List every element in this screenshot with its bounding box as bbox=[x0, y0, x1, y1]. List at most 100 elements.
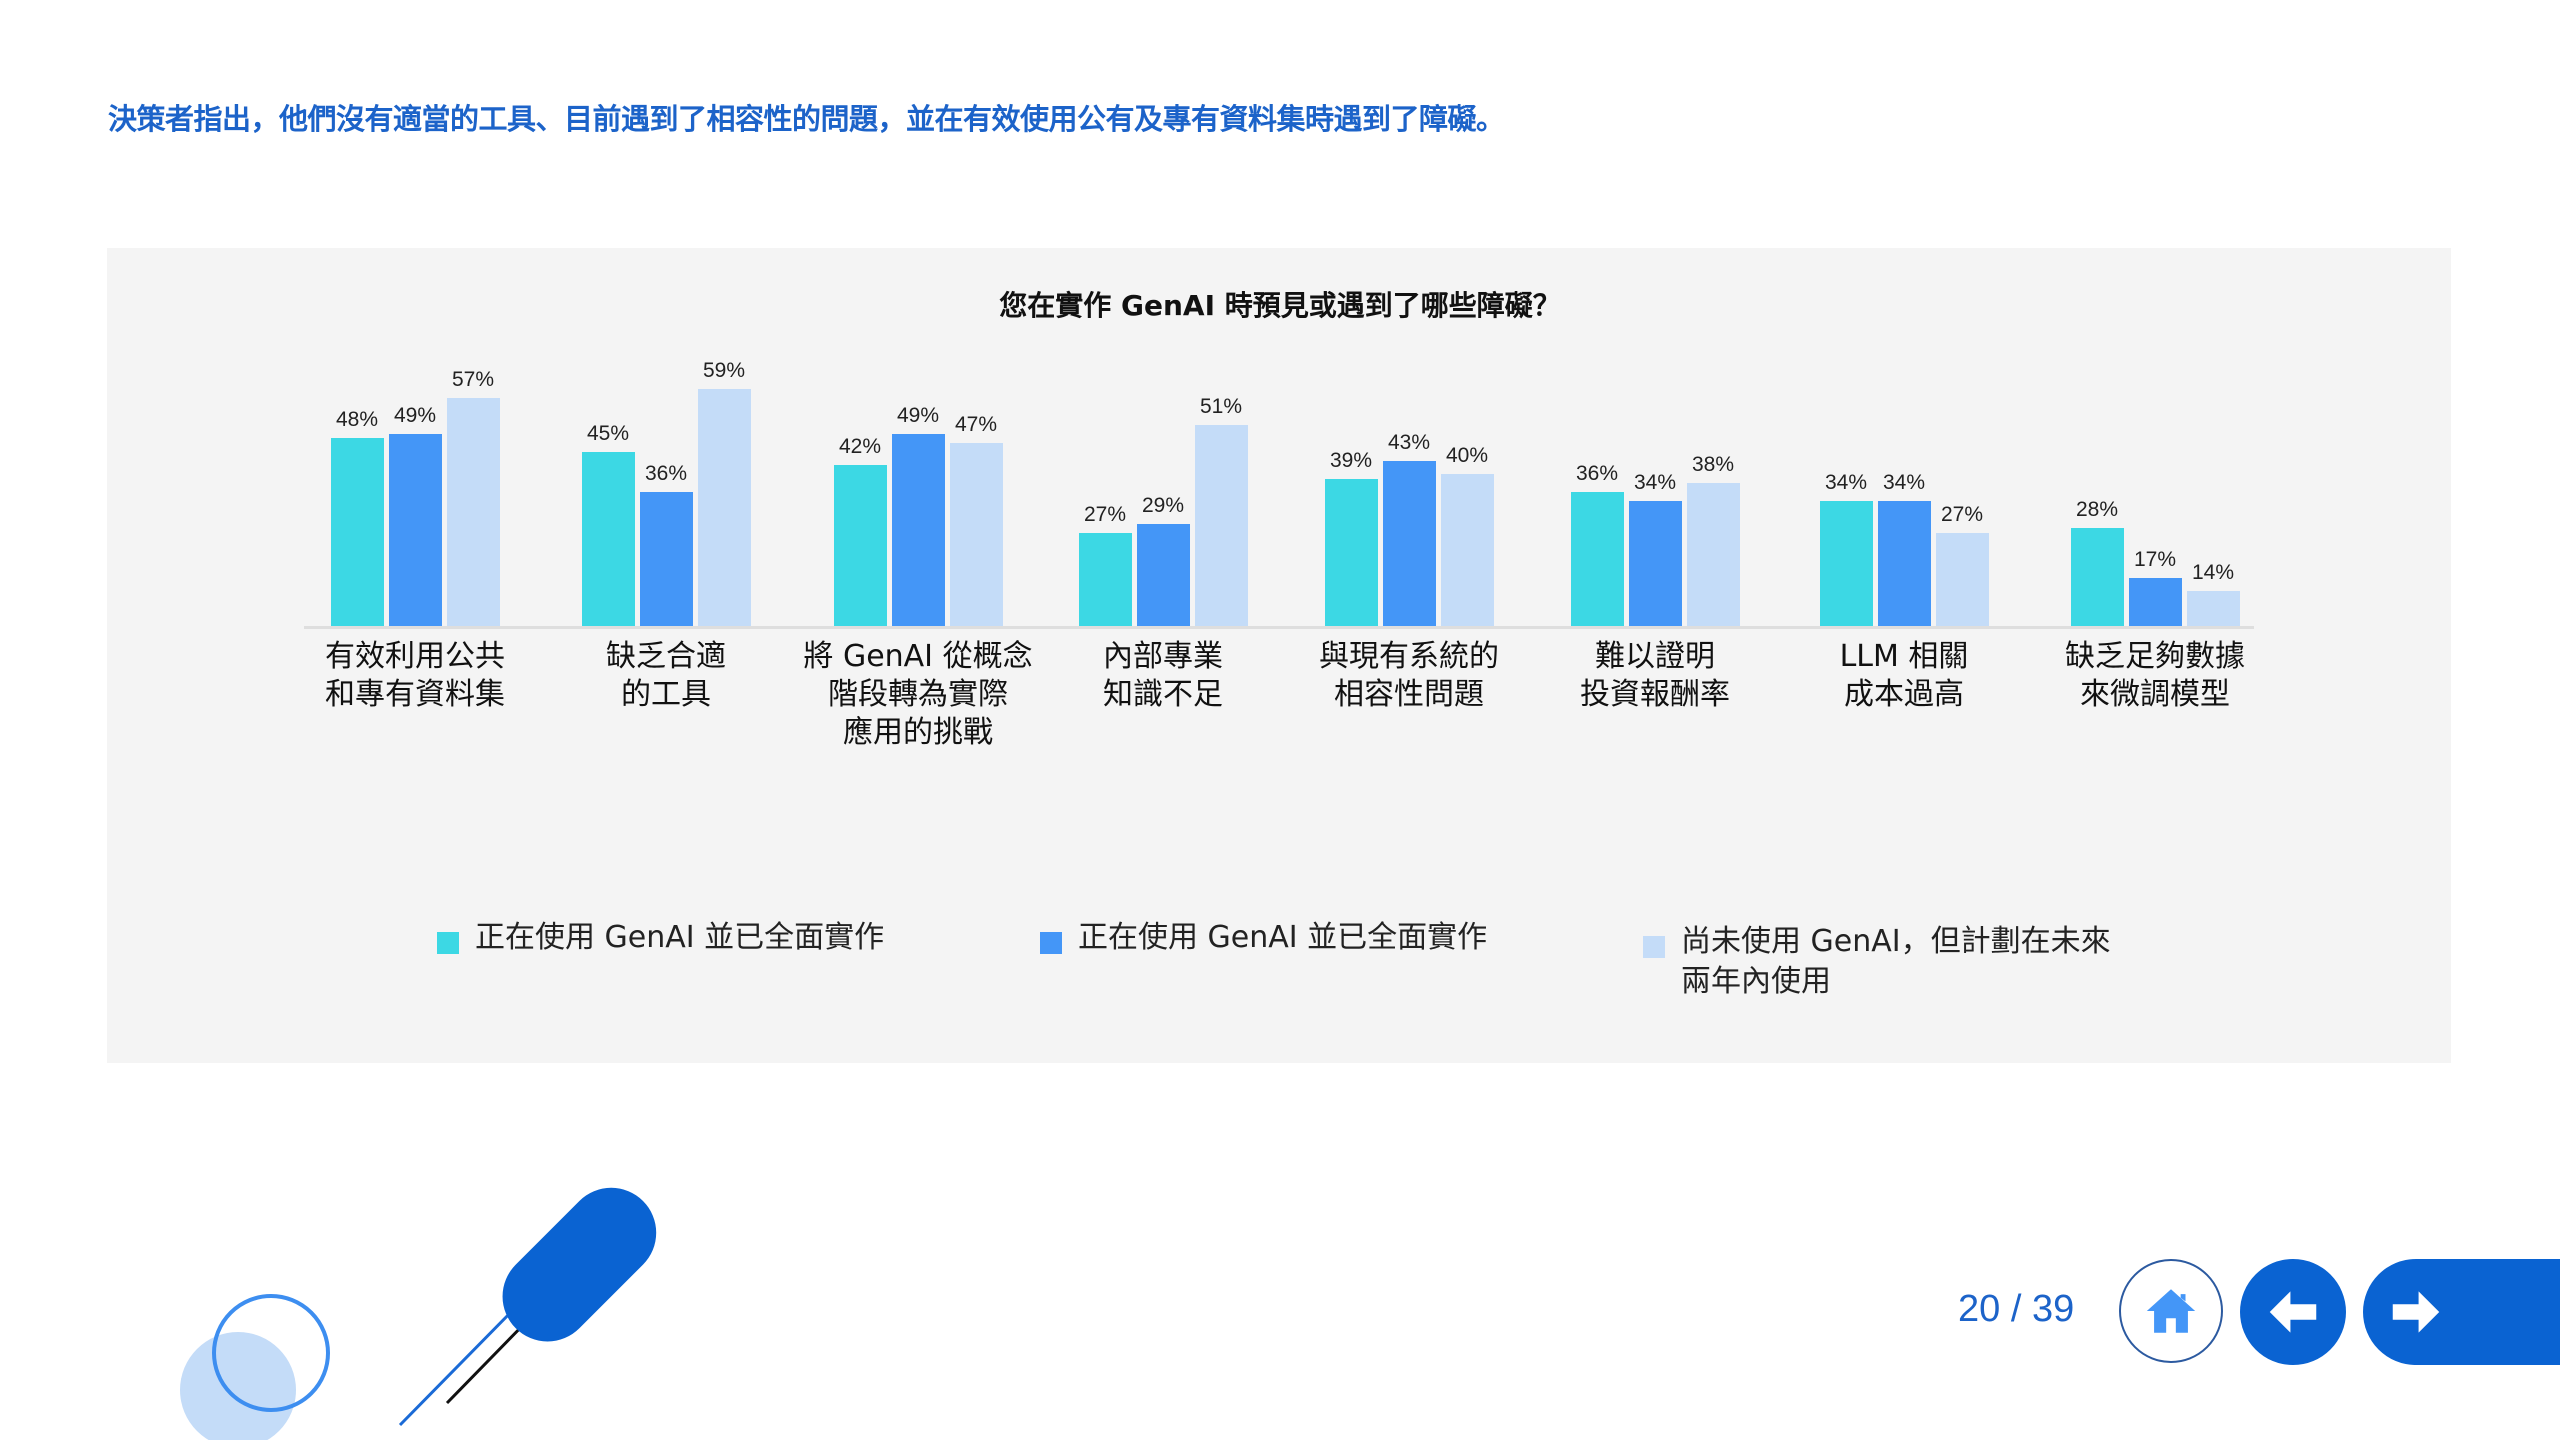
bar-value-label: 48% bbox=[335, 408, 379, 431]
bar-value-label: 38% bbox=[1691, 453, 1735, 476]
bar-value-label: 49% bbox=[393, 403, 437, 427]
bar-value-label: 51% bbox=[1199, 394, 1243, 418]
decor-pill bbox=[502, 1187, 657, 1342]
bar-value-label: 40% bbox=[1445, 444, 1489, 467]
bar-value-label: 36% bbox=[644, 462, 688, 485]
legend-swatch-teal bbox=[437, 932, 459, 954]
bar-value-label: 39% bbox=[1329, 448, 1373, 472]
category-label: LLM 相關 成本過高 bbox=[1774, 638, 2034, 714]
decor-filled-circle bbox=[180, 1332, 296, 1440]
bar bbox=[1440, 474, 1494, 627]
bar-value-label: 36% bbox=[1575, 462, 1619, 485]
bar bbox=[949, 442, 1003, 627]
category-label: 缺乏合適 的工具 bbox=[536, 638, 796, 714]
category-label-line: 將 GenAI 從概念 bbox=[803, 639, 1033, 674]
bar bbox=[581, 451, 635, 627]
home-button[interactable] bbox=[2119, 1259, 2223, 1363]
bar bbox=[1819, 501, 1873, 627]
bar-value-label: 27% bbox=[1940, 502, 1984, 526]
bar-value-label: 34% bbox=[1824, 471, 1868, 494]
legend-label: 正在使用 GenAI 並已全面實作 bbox=[1078, 920, 1488, 955]
category-label-line: LLM 相關 bbox=[1839, 639, 1969, 674]
bar bbox=[639, 492, 693, 627]
chart-panel bbox=[107, 248, 2451, 1063]
category-label-line: 成本過高 bbox=[1844, 677, 1964, 712]
category-label-line: 缺乏足夠數據 bbox=[2065, 639, 2245, 674]
legend-swatch-blue bbox=[1040, 932, 1062, 954]
decorative-shapes bbox=[180, 1187, 657, 1440]
category-label-line: 階段轉為實際 bbox=[828, 677, 1008, 712]
bar-value-label: 27% bbox=[1083, 502, 1127, 526]
category-label-line: 來微調模型 bbox=[2080, 677, 2230, 712]
category-label: 內部專業 知識不足 bbox=[1033, 638, 1293, 714]
category-label-line: 和專有資料集 bbox=[325, 677, 505, 712]
bar bbox=[2070, 528, 2124, 627]
arrow-right-icon bbox=[2392, 1291, 2440, 1333]
bar bbox=[697, 388, 751, 627]
chart-title: 您在實作 GenAI 時預見或遇到了哪些障礙？ bbox=[999, 289, 1561, 322]
category-label-line: 內部專業 bbox=[1103, 639, 1223, 674]
bar bbox=[1935, 532, 1989, 627]
bar bbox=[1686, 483, 1740, 627]
category-label-line: 難以證明 bbox=[1595, 639, 1715, 674]
bar-value-label: 34% bbox=[1882, 471, 1926, 494]
legend-swatch-light bbox=[1643, 936, 1665, 958]
bar bbox=[1136, 523, 1190, 627]
category-label-line: 相容性問題 bbox=[1334, 677, 1484, 712]
bar bbox=[1570, 492, 1624, 627]
bar-value-label: 28% bbox=[2075, 498, 2119, 521]
bar bbox=[446, 397, 500, 627]
legend-label-line1: 尚未使用 GenAI，但計劃在未來 bbox=[1681, 924, 2111, 959]
category-label: 有效利用公共 和專有資料集 bbox=[285, 638, 545, 714]
page-indicator: 20 / 39 bbox=[1958, 1288, 2075, 1330]
category-label-line: 有效利用公共 bbox=[325, 639, 505, 674]
bar bbox=[330, 438, 384, 627]
category-label: 難以證明 投資報酬率 bbox=[1525, 638, 1785, 714]
decor-ring-circle bbox=[212, 1294, 330, 1412]
legend-label: 尚未使用 GenAI，但計劃在未來 兩年內使用 bbox=[1681, 922, 2111, 1002]
bar bbox=[2186, 591, 2240, 627]
bar-value-label: 14% bbox=[2191, 561, 2235, 584]
decor-line-blue bbox=[398, 1306, 517, 1427]
bar-value-label: 17% bbox=[2133, 547, 2177, 571]
category-label: 將 GenAI 從概念 階段轉為實際 應用的挑戰 bbox=[788, 638, 1048, 752]
bar-value-label: 42% bbox=[838, 435, 882, 458]
bar bbox=[1078, 532, 1132, 627]
arrow-left-icon bbox=[2269, 1291, 2317, 1333]
previous-button[interactable] bbox=[2240, 1259, 2346, 1365]
bar bbox=[891, 433, 945, 627]
legend-item-teal: 正在使用 GenAI 並已全面實作 bbox=[437, 918, 884, 958]
bar bbox=[1194, 424, 1248, 627]
bar bbox=[833, 465, 887, 627]
bar bbox=[1628, 501, 1682, 627]
category-label-line: 應用的挑戰 bbox=[843, 715, 993, 750]
chart-baseline bbox=[304, 626, 2254, 629]
bar-value-label: 57% bbox=[451, 367, 495, 391]
category-label-line: 知識不足 bbox=[1103, 677, 1223, 712]
bar-value-label: 34% bbox=[1633, 471, 1677, 494]
category-label-line: 投資報酬率 bbox=[1580, 677, 1730, 712]
bar-value-label: 43% bbox=[1387, 430, 1431, 454]
bar-value-label: 59% bbox=[702, 358, 746, 382]
home-icon bbox=[2146, 1289, 2196, 1333]
legend-item-blue: 正在使用 GenAI 並已全面實作 bbox=[1040, 918, 1487, 958]
category-label: 與現有系統的 相容性問題 bbox=[1279, 638, 1539, 714]
legend-label-line2: 兩年內使用 bbox=[1681, 964, 1831, 999]
category-label: 缺乏足夠數據 來微調模型 bbox=[2025, 638, 2285, 714]
bar bbox=[1382, 460, 1436, 627]
bar-value-label: 29% bbox=[1141, 493, 1185, 517]
category-label-line: 的工具 bbox=[621, 677, 711, 712]
bar-value-label: 47% bbox=[954, 412, 998, 436]
legend-item-light: 尚未使用 GenAI，但計劃在未來 兩年內使用 bbox=[1643, 922, 2111, 1002]
category-label-line: 缺乏合適 bbox=[606, 639, 726, 674]
bar bbox=[1877, 501, 1931, 627]
bar bbox=[1324, 478, 1378, 627]
decor-line-dark bbox=[445, 1316, 532, 1405]
bar-value-label: 49% bbox=[896, 403, 940, 427]
page-headline: 決策者指出，他們沒有適當的工具、目前遇到了相容性的問題，並在有效使用公有及專有資… bbox=[108, 102, 1505, 136]
category-label-line: 與現有系統的 bbox=[1319, 639, 1499, 674]
legend-label: 正在使用 GenAI 並已全面實作 bbox=[475, 920, 885, 955]
bar bbox=[2128, 577, 2182, 627]
bar-value-label: 45% bbox=[586, 421, 630, 445]
next-button[interactable] bbox=[2363, 1259, 2560, 1365]
